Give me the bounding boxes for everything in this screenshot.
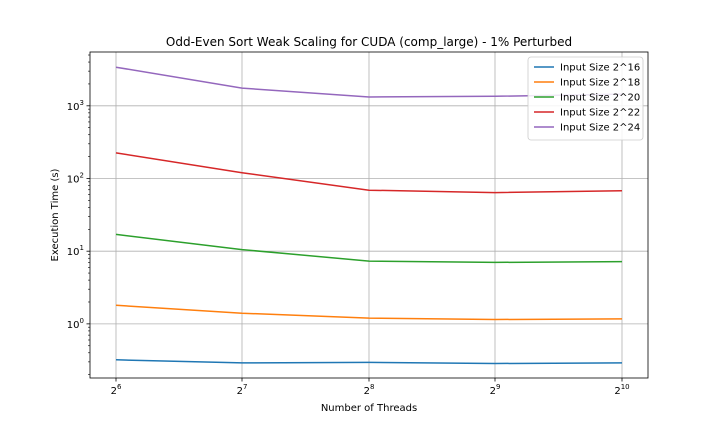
series-line (115, 359, 623, 365)
x-axis-ticks: 26 27 28 29 210 (111, 378, 630, 397)
series-line (115, 152, 623, 194)
series-line (115, 233, 623, 264)
y-tick-label: 103 (67, 99, 84, 113)
y-tick-label: 102 (67, 171, 84, 185)
x-tick-label: 210 (614, 383, 629, 397)
x-tick-label: 28 (364, 383, 375, 397)
chart-title: Odd-Even Sort Weak Scaling for CUDA (com… (166, 35, 572, 49)
x-tick-label: 27 (237, 383, 248, 397)
y-tick-label: 101 (67, 244, 84, 258)
x-axis-label: Number of Threads (321, 403, 417, 414)
series-line (115, 304, 623, 321)
legend-label: Input Size 2^20 (560, 93, 640, 104)
y-axis-label: Execution Time (s) (50, 168, 61, 261)
y-tick-label: 100 (67, 317, 84, 331)
legend: Input Size 2^16 Input Size 2^18 Input Size… (527, 56, 644, 141)
y-axis-ticks: 100 101 102 103 (67, 54, 90, 375)
x-tick-label: 29 (490, 383, 501, 397)
legend-label: Input Size 2^18 (560, 78, 640, 89)
legend-label: Input Size 2^22 (560, 108, 640, 119)
legend-box (527, 56, 644, 141)
legend-label: Input Size 2^24 (560, 123, 640, 134)
legend-label: Input Size 2^16 (560, 63, 640, 74)
x-tick-label: 26 (111, 383, 122, 397)
